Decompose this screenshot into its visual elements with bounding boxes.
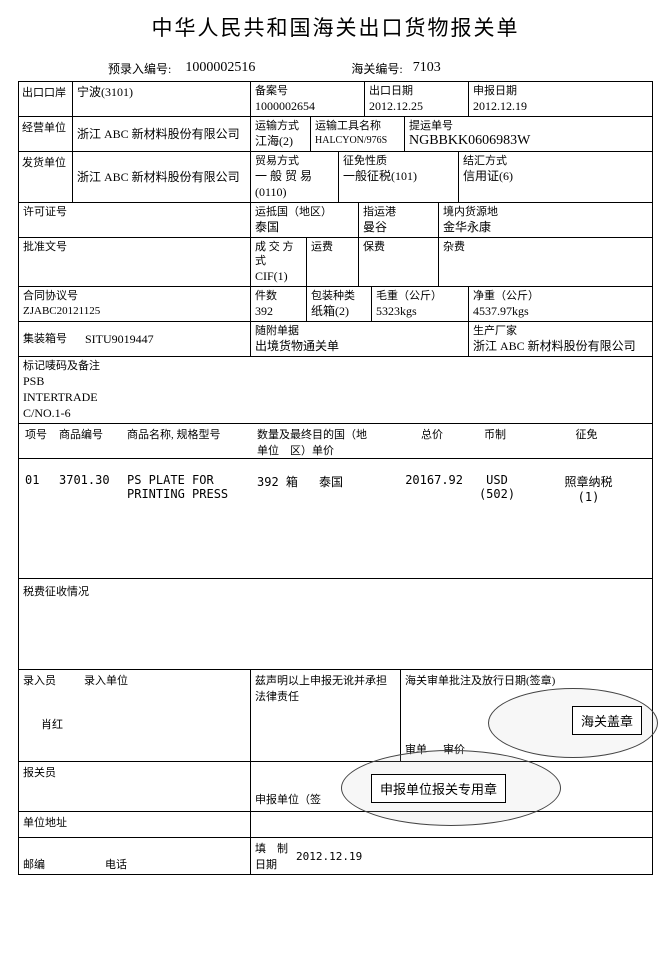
terms-label: 成 交 方式: [255, 240, 302, 268]
operator: 浙江 ABC 新材料股份有限公司: [77, 126, 246, 142]
exempt-nature-label: 征免性质: [343, 154, 454, 168]
maker-label: 生产厂家: [473, 324, 648, 338]
shipper: 浙江 ABC 新材料股份有限公司: [77, 169, 246, 185]
trade-mode-label: 贸易方式: [255, 154, 334, 168]
misc-label: 杂费: [443, 240, 648, 254]
zip-label: 邮编: [23, 856, 45, 872]
phone-label: 电话: [105, 856, 127, 872]
settle: 信用证(6): [463, 168, 648, 184]
arrive-country: 泰国: [255, 219, 354, 235]
contract-no: ZJABC20121125: [23, 303, 246, 319]
entry-person-label: 录入员: [23, 672, 56, 688]
pack: 纸箱(2): [311, 303, 367, 319]
item-dest: 泰国: [317, 473, 391, 505]
marks-line3: C/NO.1-6: [23, 405, 648, 421]
attach-label: 随附单据: [255, 324, 464, 338]
pieces-label: 件数: [255, 289, 302, 303]
item-total: 20167.92: [391, 473, 465, 505]
item-curr: USD (502): [465, 473, 529, 505]
declare-date: 2012.12.19: [473, 98, 648, 114]
contract-label: 合同协议号: [23, 289, 246, 303]
approve-label: 批准文号: [23, 240, 246, 254]
settle-label: 结汇方式: [463, 154, 648, 168]
operator-label: 经营单位: [19, 117, 73, 151]
marks-line1: PSB: [23, 373, 648, 389]
bill-label: 提运单号: [409, 119, 648, 133]
entry-person: 肖红: [41, 716, 246, 732]
gross-label: 毛重（公斤）: [376, 289, 464, 303]
pre-entry-row: 预录入编号: 1000002516 海关编号: 7103: [18, 60, 653, 77]
record-no: 1000002654: [255, 98, 360, 114]
export-port: 宁波(3101): [77, 84, 246, 100]
item-qty: 392 箱: [255, 473, 317, 505]
fill-label: 填 制: [255, 840, 288, 856]
item-name: PS PLATE FOR PRINTING PRESS: [125, 473, 255, 505]
prerecord-label: 预录入编号:: [108, 60, 171, 77]
gross: 5323kgs: [376, 303, 464, 319]
col-total: 总价: [399, 426, 465, 458]
declare-unit-label: 申报单位（签: [255, 791, 321, 807]
marks-label: 标记唛码及备注: [23, 359, 648, 373]
item-no: 01: [23, 473, 57, 505]
items-header: 项号 商品编号 商品名称, 规格型号 数量及最终目的国（地 单位 区）单价 总价…: [19, 424, 652, 459]
col-name: 商品名称, 规格型号: [125, 426, 255, 458]
maker: 浙江 ABC 新材料股份有限公司: [473, 338, 648, 354]
source: 金华永康: [443, 219, 648, 235]
item-code: 3701.30: [57, 473, 125, 505]
declare-statement: 兹声明以上申报无讹并承担法律责任: [255, 675, 387, 703]
entry-unit-label: 录入单位: [84, 672, 128, 688]
tool: HALCYON/976S: [315, 133, 400, 149]
col-exempt: 征免: [525, 426, 648, 458]
unit-address-label: 单位地址: [23, 817, 67, 829]
dest-port-label: 指运港: [363, 205, 434, 219]
bill-no: NGBBKK0606983W: [409, 133, 648, 149]
container-no: SITU9019447: [85, 331, 154, 347]
customs-code-label: 海关编号:: [351, 60, 402, 77]
item-exempt: 照章纳税 (1): [529, 473, 648, 505]
terms: CIF(1): [255, 268, 302, 284]
col-no: 项号: [23, 426, 57, 458]
prerecord-no: 1000002516: [185, 60, 255, 77]
col-curr: 币制: [465, 426, 525, 458]
container-label: 集装箱号: [23, 332, 67, 346]
tool-label: 运输工具名称: [315, 119, 400, 133]
declare-date-label: 申报日期: [473, 84, 648, 98]
declare-stamp-text: 申报单位报关专用章: [371, 774, 506, 803]
shipper-label: 发货单位: [19, 152, 73, 202]
insure-label: 保费: [363, 240, 434, 254]
declaration-form: 出口口岸 宁波(3101) 备案号 1000002654 出口日期 2012.1…: [18, 81, 653, 875]
marks-line2: INTERTRADE: [23, 389, 648, 405]
pieces: 392: [255, 303, 302, 319]
customs-code: 7103: [413, 60, 441, 77]
dest-port: 曼谷: [363, 219, 434, 235]
trade-mode: 一 般 贸 易(0110): [255, 168, 334, 200]
record-no-label: 备案号: [255, 84, 360, 98]
fill-date: 2012.12.19: [296, 850, 362, 863]
exempt-nature: 一般征税(101): [343, 168, 454, 184]
form-title: 中华人民共和国海关出口货物报关单: [18, 12, 653, 42]
date-label: 日期: [255, 856, 288, 872]
col-qty: 数量及最终目的国（地 单位 区）单价: [255, 426, 399, 458]
tax-area: 税费征收情况: [19, 579, 652, 669]
license-label: 许可证号: [23, 205, 246, 219]
freight-label: 运费: [311, 240, 354, 254]
attach-doc: 出境货物通关单: [255, 338, 464, 354]
net-label: 净重（公斤）: [473, 289, 648, 303]
arrive-country-label: 运抵国（地区）: [255, 205, 354, 219]
customs-stamp-text: 海关盖章: [572, 706, 642, 735]
declarant-label: 报关员: [23, 767, 56, 779]
net: 4537.97kgs: [473, 303, 648, 319]
pack-label: 包装种类: [311, 289, 367, 303]
transport-label: 运输方式: [255, 119, 306, 133]
export-port-label: 出口口岸: [19, 82, 73, 116]
export-date: 2012.12.25: [369, 98, 464, 114]
customs-remark-label: 海关审单批注及放行日期(签章): [405, 675, 555, 687]
col-code: 商品编号: [57, 426, 125, 458]
export-date-label: 出口日期: [369, 84, 464, 98]
item-row: 01 3701.30 PS PLATE FOR PRINTING PRESS 3…: [19, 459, 652, 509]
transport: 江海(2): [255, 133, 306, 149]
source-label: 境内货源地: [443, 205, 648, 219]
